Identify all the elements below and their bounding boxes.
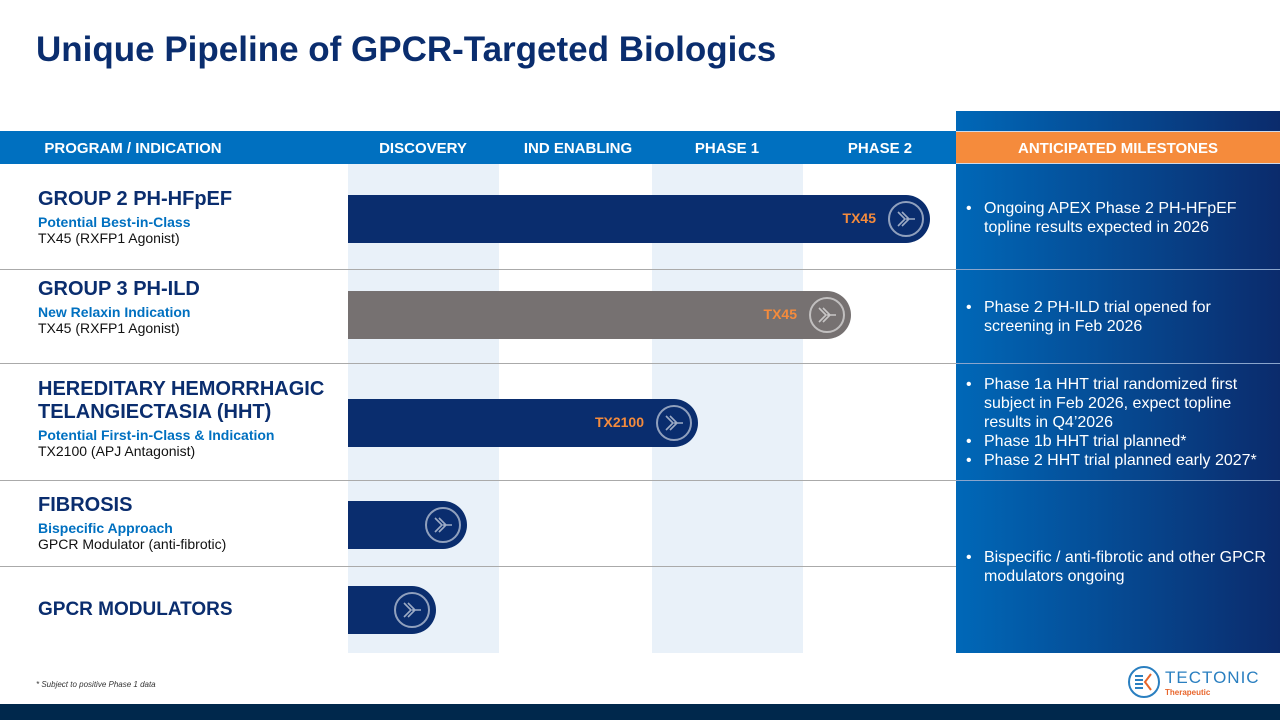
milestone-list: Phase 1a HHT trial randomized first subj… [964,375,1274,470]
header-discovery: DISCOVERY [379,140,467,157]
program-detail: TX45 (RXFP1 Agonist) [38,230,180,246]
program-row: FIBROSIS Bispecific Approach GPCR Modula… [38,494,226,552]
header-program: PROGRAM / INDICATION [44,140,222,157]
page-title: Unique Pipeline of GPCR-Targeted Biologi… [36,30,777,69]
row-divider [0,566,956,567]
row-divider [0,363,956,364]
milestone-item: Phase 1b HHT trial planned* [964,432,1274,451]
antibody-icon [394,592,430,628]
milestone-divider [956,480,1280,481]
logo-name: TECTONIC [1165,667,1260,687]
program-row: HEREDITARY HEMORRHAGIC TELANGIECTASIA (H… [38,378,338,459]
row-divider [0,480,956,481]
company-logo: TECTONIC Therapeutic [1127,665,1260,699]
program-subtitle: Potential First-in-Class & Indication [38,427,275,443]
program-name: FIBROSIS [38,494,133,516]
program-subtitle: Potential Best-in-Class [38,214,191,230]
program-row: GROUP 3 PH-ILD New Relaxin Indication TX… [38,278,200,336]
footnote: * Subject to positive Phase 1 data [36,680,156,689]
pipeline-bar [348,586,436,634]
milestone-list: Phase 2 PH-ILD trial opened for screenin… [964,298,1274,336]
bar-label: TX45 [763,306,797,322]
program-detail: TX2100 (APJ Antagonist) [38,443,196,459]
footer-bar [0,704,1280,720]
milestone-item: Ongoing APEX Phase 2 PH-HFpEF topline re… [964,199,1274,237]
bar-label: TX2100 [594,414,644,430]
antibody-icon [656,405,692,441]
program-subtitle: New Relaxin Indication [38,304,191,320]
program-detail: GPCR Modulator (anti-fibrotic) [38,536,227,552]
table-header: PROGRAM / INDICATION DISCOVERY IND ENABL… [0,131,956,164]
antibody-icon [809,297,845,333]
milestone-list: Ongoing APEX Phase 2 PH-HFpEF topline re… [964,199,1274,237]
milestone-item: Phase 2 PH-ILD trial opened for screenin… [964,298,1274,336]
milestone-item: Bispecific / anti-fibrotic and other GPC… [964,548,1274,586]
pipeline-bar: TX2100 [348,399,698,447]
header-phase1: PHASE 1 [694,140,760,157]
milestone-divider [956,363,1280,364]
program-row: GPCR MODULATORS [38,598,233,621]
antibody-icon [425,507,461,543]
program-detail: TX45 (RXFP1 Agonist) [38,320,180,336]
program-subtitle: Bispecific Approach [38,520,173,536]
header-ind-enabling: IND ENABLING [523,140,633,157]
pipeline-bar [348,501,467,549]
program-row: GROUP 2 PH-HFpEF Potential Best-in-Class… [38,188,232,246]
pipeline-bar: TX45 [348,195,930,243]
pipeline-bar: TX45 [348,291,851,339]
antibody-icon [888,201,924,237]
milestone-item: Phase 2 HHT trial planned early 2027* [964,451,1274,470]
program-name: GROUP 3 PH-ILD [38,278,200,300]
row-divider [0,269,956,270]
program-name: GROUP 2 PH-HFpEF [38,188,233,210]
logo-tagline: Therapeutic [1165,687,1211,697]
program-name: HEREDITARY HEMORRHAGIC TELANGIECTASIA (H… [38,378,325,423]
milestone-list: Bispecific / anti-fibrotic and other GPC… [964,548,1274,586]
header-phase2: PHASE 2 [847,140,913,157]
bar-label: TX45 [842,210,876,226]
milestone-divider [956,269,1280,270]
program-name: GPCR MODULATORS [38,599,233,620]
header-milestones: ANTICIPATED MILESTONES [956,131,1280,164]
logo-icon [1128,666,1160,698]
milestone-item: Phase 1a HHT trial randomized first subj… [964,375,1274,432]
